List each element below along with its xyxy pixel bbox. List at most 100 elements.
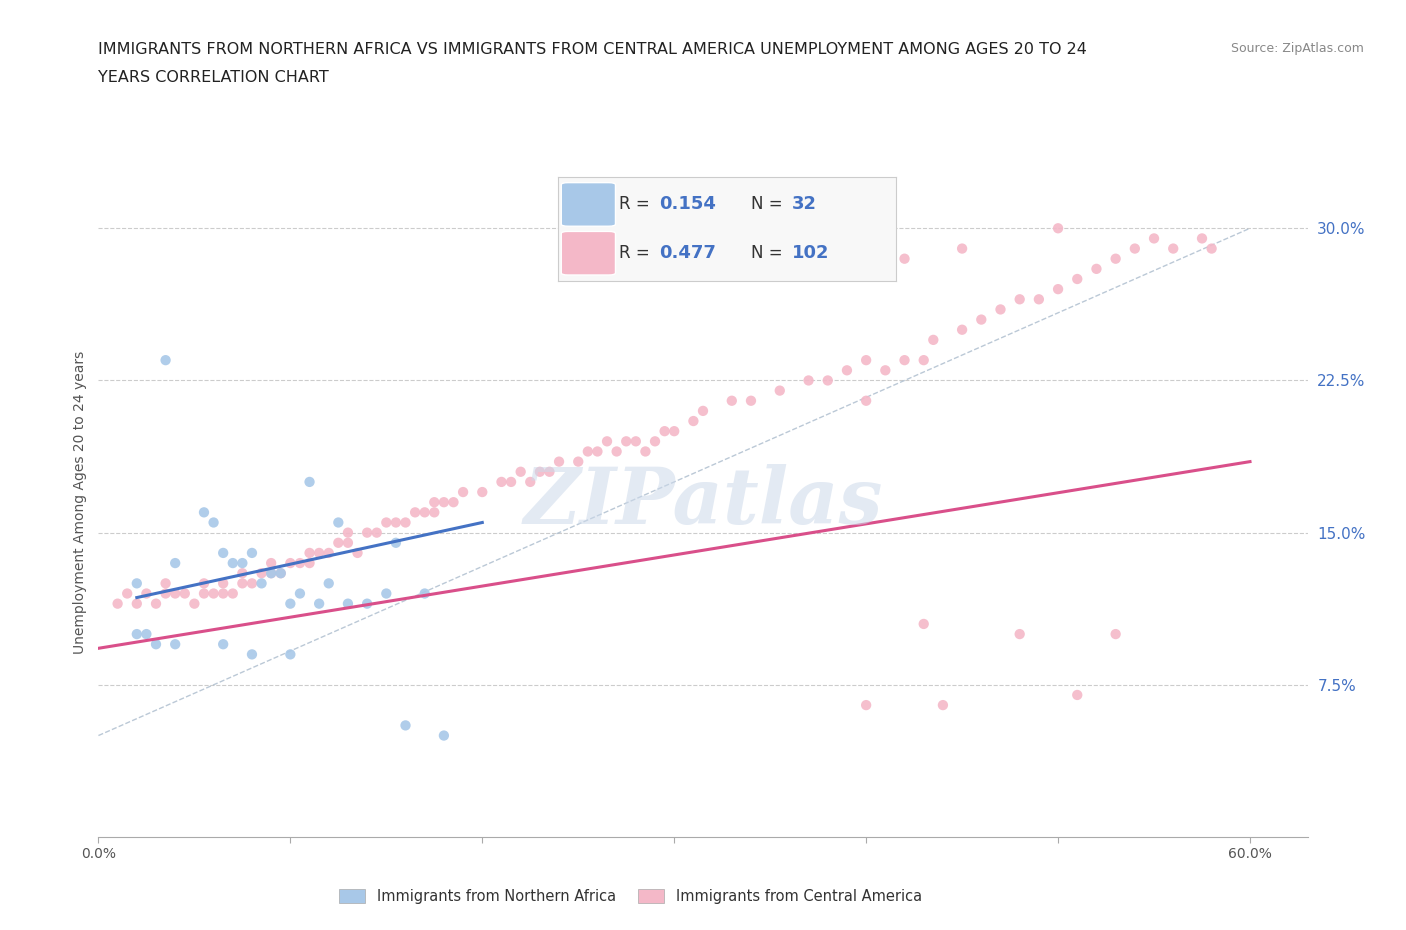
Point [202, 586, 225, 601]
Point [212, 586, 235, 601]
Legend: Immigrants from Northern Africa, Immigrants from Central America: Immigrants from Northern Africa, Immigra… [333, 884, 928, 910]
Point [165, 555, 187, 570]
Point [1008, 627, 1031, 642]
Point [817, 241, 839, 256]
Point [385, 536, 408, 551]
Point [298, 546, 321, 561]
Point [125, 576, 148, 591]
Point [509, 464, 531, 479]
Point [990, 302, 1012, 317]
Point [308, 596, 330, 611]
Point [280, 555, 302, 570]
Point [912, 617, 935, 631]
Point [155, 586, 177, 601]
Point [970, 312, 993, 327]
Point [260, 555, 283, 570]
Point [413, 505, 436, 520]
Point [356, 596, 378, 611]
Point [1161, 241, 1184, 256]
Point [1123, 241, 1146, 256]
Point [165, 586, 187, 601]
Point [1028, 292, 1050, 307]
Point [212, 637, 235, 652]
Point [125, 596, 148, 611]
Point [288, 586, 311, 601]
Point [1201, 241, 1223, 256]
Point [250, 576, 273, 591]
Point [451, 485, 474, 499]
Point [135, 586, 157, 601]
Point [385, 515, 408, 530]
Point [548, 454, 571, 469]
Point [366, 525, 388, 540]
Point [922, 332, 945, 347]
Point [586, 444, 609, 458]
Point [1104, 251, 1126, 266]
Point [260, 565, 283, 580]
Point [855, 352, 877, 367]
Point [318, 576, 340, 591]
Point [893, 251, 915, 266]
Point [720, 393, 742, 408]
Point [423, 505, 446, 520]
Point [567, 454, 589, 469]
Point [298, 474, 321, 489]
Point [1066, 687, 1088, 702]
Point [202, 515, 225, 530]
Point [107, 596, 129, 611]
Point [280, 596, 302, 611]
Point [433, 495, 456, 510]
Point [193, 505, 215, 520]
Point [606, 444, 628, 458]
Text: IMMIGRANTS FROM NORTHERN AFRICA VS IMMIGRANTS FROM CENTRAL AMERICA UNEMPLOYMENT : IMMIGRANTS FROM NORTHERN AFRICA VS IMMIG… [98, 42, 1087, 57]
Point [538, 464, 561, 479]
Point [893, 352, 915, 367]
Point [950, 323, 973, 338]
Point [1191, 231, 1213, 246]
Point [346, 546, 368, 561]
Point [1047, 220, 1070, 235]
Point [471, 485, 494, 499]
Point [817, 373, 839, 388]
Point [336, 525, 359, 540]
Point [328, 515, 350, 530]
Point [135, 627, 157, 642]
Point [375, 515, 398, 530]
Point [950, 241, 973, 256]
Point [654, 424, 676, 439]
Point [664, 424, 686, 439]
Point [318, 546, 340, 561]
Text: ZIPatlas: ZIPatlas [523, 464, 883, 540]
Point [1085, 261, 1108, 276]
Point [231, 565, 253, 580]
Point [835, 363, 858, 378]
Point [1143, 231, 1166, 246]
Point [240, 546, 263, 561]
Text: Source: ZipAtlas.com: Source: ZipAtlas.com [1230, 42, 1364, 55]
Point [173, 586, 195, 601]
Point [193, 576, 215, 591]
Point [499, 474, 522, 489]
Point [165, 637, 187, 652]
Point [280, 647, 302, 662]
Point [797, 373, 820, 388]
Point [125, 627, 148, 642]
Point [433, 728, 456, 743]
Point [336, 536, 359, 551]
Point [1066, 272, 1088, 286]
Point [356, 525, 378, 540]
Point [250, 565, 273, 580]
Point [222, 555, 245, 570]
Point [193, 586, 215, 601]
Point [912, 352, 935, 367]
Point [212, 576, 235, 591]
Point [769, 383, 792, 398]
Point [183, 596, 205, 611]
Point [682, 414, 704, 429]
Point [596, 434, 619, 449]
Point [740, 393, 762, 408]
Point [576, 444, 599, 458]
Point [1104, 627, 1126, 642]
Point [231, 555, 253, 570]
Point [413, 586, 436, 601]
